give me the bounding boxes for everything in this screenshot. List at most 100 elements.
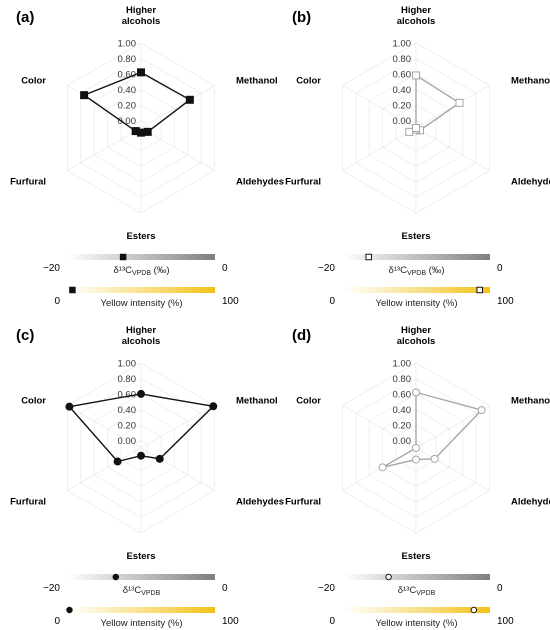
grid-spoke xyxy=(342,405,417,449)
isotope-gradient-bar xyxy=(343,254,490,260)
grid-spoke xyxy=(67,447,142,491)
isotope-bar-marker xyxy=(112,573,120,581)
data-point xyxy=(155,454,164,463)
data-point xyxy=(455,98,464,107)
axis-label-higher-alcohols: Higher alcohols xyxy=(122,325,161,347)
radial-tick-label: 1.00 xyxy=(118,359,137,370)
panel-label: (d) xyxy=(292,327,311,344)
radial-tick-label: 1.00 xyxy=(118,39,137,50)
isotope-bar-label: δ¹³CVPDB xyxy=(398,585,436,597)
radial-tick-label: 0.20 xyxy=(393,100,412,111)
data-point xyxy=(209,402,218,411)
radial-tick-label: 0.60 xyxy=(118,69,137,80)
yellow-gradient-bar xyxy=(68,607,215,613)
data-point xyxy=(378,463,387,472)
axis-label-furfural: Furfural xyxy=(10,177,46,188)
grid-spoke xyxy=(140,127,215,171)
axis-label-furfural: Furfural xyxy=(285,497,321,508)
isotope-bar-label: δ¹³CVPDB xyxy=(123,585,161,597)
data-point xyxy=(412,444,420,452)
axis-label-methanol: Methanol xyxy=(511,396,550,407)
data-point xyxy=(412,455,420,464)
axis-label-furfural: Furfural xyxy=(10,497,46,508)
radial-tick-label: 0.80 xyxy=(118,374,137,385)
radial-tick-label: 0.00 xyxy=(118,436,137,447)
isotope-bar-max-label: 0 xyxy=(497,263,503,274)
isotope-bar-min-label: −20 xyxy=(43,583,60,594)
panel-label: (b) xyxy=(292,9,311,26)
radial-tick-label: 0.60 xyxy=(118,389,137,400)
axis-label-methanol: Methanol xyxy=(236,76,278,87)
yellow-bar-label: Yellow intensity (%) xyxy=(375,618,457,629)
data-point xyxy=(131,127,140,136)
axis-label-higher-alcohols: Higher alcohols xyxy=(122,5,161,27)
yellow-bar-marker xyxy=(476,286,483,294)
isotope-gradient-bar xyxy=(68,254,215,260)
yellow-gradient-bar xyxy=(343,287,490,293)
data-point xyxy=(137,389,145,398)
yellow-bar-marker xyxy=(69,286,76,294)
grid-spoke xyxy=(67,127,142,171)
series-line xyxy=(408,74,461,133)
radial-tick-label: 0.40 xyxy=(393,405,412,416)
radial-tick-label: 1.00 xyxy=(393,359,412,370)
isotope-bar-marker xyxy=(365,253,372,261)
radial-tick-label: 0.40 xyxy=(118,85,137,96)
axis-label-color: Color xyxy=(21,76,46,87)
yellow-bar-min-label: 0 xyxy=(329,296,335,307)
grid-spoke xyxy=(342,85,417,129)
isotope-bar-min-label: −20 xyxy=(318,583,335,594)
radial-tick-label: 0.80 xyxy=(118,54,137,65)
isotope-gradient-bar xyxy=(68,574,215,580)
series-line xyxy=(82,71,192,134)
data-point xyxy=(412,124,420,132)
panel-label: (c) xyxy=(16,327,34,344)
data-point xyxy=(137,451,145,460)
grid-spoke xyxy=(140,85,215,129)
grid-spoke xyxy=(415,127,490,171)
radial-tick-label: 0.20 xyxy=(118,100,137,111)
data-point xyxy=(412,71,420,80)
data-point xyxy=(143,127,152,136)
data-point xyxy=(477,406,486,415)
data-point xyxy=(80,91,89,100)
panel-1: (a) 0.00 0.20 0.40 0.60 0.80 1.00 Higher alcohol… xyxy=(10,5,284,309)
isotope-bar-max-label: 0 xyxy=(497,583,503,594)
grid-spoke xyxy=(67,85,142,129)
radial-tick-label: 0.60 xyxy=(393,389,412,400)
yellow-bar-max-label: 100 xyxy=(222,616,239,627)
axis-label-color: Color xyxy=(296,76,321,87)
radial-tick-label: 0.60 xyxy=(393,69,412,80)
yellow-bar-marker xyxy=(470,606,478,614)
axis-label-color: Color xyxy=(296,396,321,407)
grid-spoke xyxy=(140,447,215,491)
radial-tick-label: 0.20 xyxy=(118,420,137,431)
yellow-bar-min-label: 0 xyxy=(54,296,60,307)
yellow-bar-min-label: 0 xyxy=(54,616,60,627)
data-point xyxy=(137,68,145,77)
axis-label-methanol: Methanol xyxy=(236,396,278,407)
radial-tick-label: 0.20 xyxy=(393,420,412,431)
grid-spoke xyxy=(415,405,490,449)
radial-tick-label: 0.40 xyxy=(393,85,412,96)
axis-label-aldehydes: Aldehydes xyxy=(511,177,550,188)
yellow-bar-max-label: 100 xyxy=(497,616,514,627)
axis-label-color: Color xyxy=(21,396,46,407)
yellow-bar-max-label: 100 xyxy=(222,296,239,307)
axis-label-esters: Esters xyxy=(126,231,155,242)
data-point xyxy=(430,454,439,463)
isotope-bar-label: δ¹³CVPDB (‰) xyxy=(113,265,169,277)
axis-label-esters: Esters xyxy=(401,551,430,562)
data-point xyxy=(65,402,74,411)
isotope-bar-label: δ¹³CVPDB (‰) xyxy=(388,265,444,277)
yellow-bar-label: Yellow intensity (%) xyxy=(375,298,457,309)
axis-label-aldehydes: Aldehydes xyxy=(236,497,284,508)
isotope-bar-max-label: 0 xyxy=(222,263,228,274)
axis-label-esters: Esters xyxy=(126,551,155,562)
radial-tick-label: 0.80 xyxy=(393,374,412,385)
data-point xyxy=(405,127,414,136)
data-point xyxy=(412,388,420,397)
yellow-gradient-bar xyxy=(68,287,215,293)
panel-4: (d) 0.00 0.20 0.40 0.60 0.80 1.00 Higher alcohol… xyxy=(285,325,550,629)
